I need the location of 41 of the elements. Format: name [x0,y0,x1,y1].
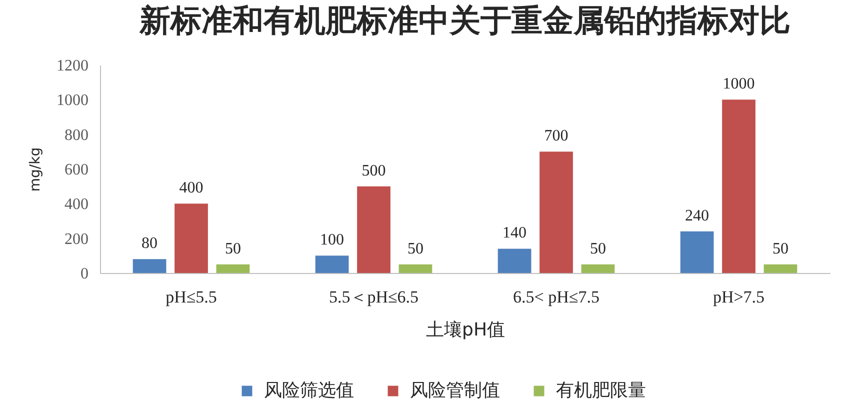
y-tick-label: 0 [80,266,88,282]
y-tick-label: 400 [64,196,88,214]
data-label: 400 [179,180,204,197]
data-label: 240 [685,207,710,224]
data-label: 1000 [722,76,755,93]
legend-label: 风险筛选值 [264,380,354,401]
x-tick-label: 6.5< pH≤7.5 [513,288,600,306]
bar [216,264,250,273]
data-label: 500 [362,162,386,180]
x-axis-title: 土壤pH值 [426,320,505,340]
legend-label: 有机肥限量 [556,380,646,401]
bar [680,231,714,273]
y-tick-label: 600 [64,162,88,178]
chart-title: 新标准和有机肥标准中关于重金属铅的指标对比 [138,3,790,38]
bar [581,264,615,273]
x-tick-label: pH>7.5 [712,288,765,306]
data-label: 700 [544,128,568,145]
bar [357,186,390,273]
bar [498,248,532,273]
data-label: 50 [772,240,788,258]
bar [174,204,208,273]
bar [764,264,798,273]
bar [398,264,432,273]
y-axis-title: mg/kg [28,147,44,192]
data-label: 140 [502,224,527,242]
legend-label: 风险管制值 [410,380,500,401]
x-tick-label: pH≤5.5 [166,288,217,306]
y-tick-label: 1000 [56,92,88,110]
y-tick-label: 1200 [56,58,88,74]
bar [540,152,573,273]
data-label: 50 [224,240,241,258]
y-tick-label: 200 [64,230,88,248]
data-label: 50 [407,240,424,258]
bar [315,256,349,273]
y-tick-label: 800 [64,126,88,144]
data-label: 80 [142,235,158,252]
x-tick-label: 5.5＜pH≤6.5 [328,288,419,306]
data-label: 100 [320,232,344,249]
bar [132,259,166,273]
data-label: 50 [590,240,606,258]
bar [722,100,756,273]
